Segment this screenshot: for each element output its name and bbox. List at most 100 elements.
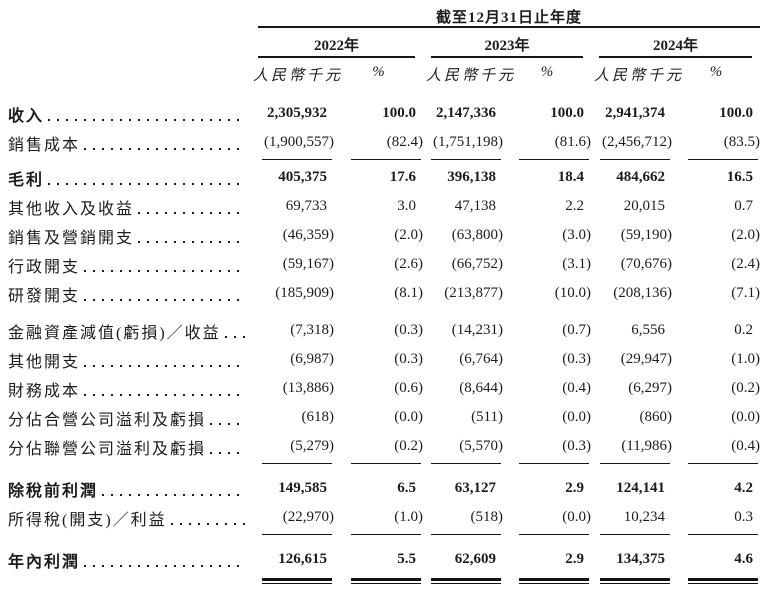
value-cell: (185,909) — [275, 285, 334, 301]
value-cell: 20,015 — [623, 198, 665, 214]
table-row: 金融資產減值(虧損)／收益 (7,318) (0.3) (14,231) (0.7) 6,… — [0, 316, 764, 345]
header-label-spacer — [0, 58, 250, 86]
value-cell: (0.6) — [394, 380, 423, 396]
rule-cell — [591, 157, 672, 163]
value-cell: (518) — [470, 509, 504, 525]
value-cell: 0.2 — [734, 322, 753, 338]
year-label: 2022年 — [313, 37, 359, 54]
row-label: 分佔合營公司溢利及虧損 — [0, 403, 250, 432]
rule-cell — [334, 157, 423, 163]
value-cell: (2,456,712) — [602, 134, 672, 150]
row-label: 收入 — [0, 99, 250, 128]
year-header-2023: 2023年 — [423, 30, 591, 58]
table-body: 收入 2,305,932 100.0 2,147,336 100.0 2,941,374 1… — [0, 99, 764, 586]
value-cell: (0.0) — [562, 409, 591, 425]
rule-cell — [423, 576, 503, 586]
value-cell: (0.2) — [731, 380, 760, 396]
header-label-spacer — [0, 6, 250, 30]
row-label-text: 財務成本 — [8, 382, 81, 400]
value-cell: 100.0 — [550, 105, 584, 121]
row-label-text: 分佔聯營公司溢利及虧損 — [8, 440, 207, 458]
single-underline — [262, 159, 332, 160]
header-label-spacer — [0, 30, 250, 58]
value-cell: (1.0) — [731, 351, 760, 367]
row-label-text: 銷售成本 — [8, 136, 81, 154]
single-underline — [688, 534, 758, 535]
value-cell: (1.0) — [394, 509, 423, 525]
table-row: 所得稅(開支)／利益 (22,970) (1.0) (518) (0.0) 10,234 0… — [0, 503, 764, 532]
value-cell: (46,359) — [282, 227, 334, 243]
value-cell: 134,375 — [616, 551, 665, 567]
row-gap — [0, 308, 764, 316]
double-underline — [262, 578, 332, 584]
row-label: 銷售及營銷開支 — [0, 221, 250, 250]
rule-cell — [250, 157, 334, 163]
row-label-text: 除稅前利潤 — [8, 482, 99, 500]
value-cell: (0.0) — [394, 409, 423, 425]
value-cell: (83.5) — [723, 134, 760, 150]
single-underline — [351, 534, 421, 535]
single-underline — [600, 159, 670, 160]
table-row: 除稅前利潤 149,585 6.5 63,127 2.9 124,141 4.2 — [0, 474, 764, 503]
value-cell: 100.0 — [382, 105, 416, 121]
value-cell: 405,375 — [278, 169, 327, 185]
table-row: 分佔聯營公司溢利及虧損 (5,279) (0.2) (5,570) (0.3) (11,9… — [0, 432, 764, 461]
subheader-amount: 人民幣千元 — [426, 68, 517, 84]
rule-cell — [672, 157, 760, 163]
subheader-amount: 人民幣千元 — [253, 68, 344, 84]
value-cell: (860) — [639, 409, 673, 425]
value-cell: 124,141 — [616, 480, 665, 496]
table-row: 財務成本 (13,886) (0.6) (8,644) (0.4) (6,297) (0.2… — [0, 374, 764, 403]
single-underline — [431, 463, 501, 464]
row-label-text: 行政開支 — [8, 258, 81, 276]
row-label: 其他收入及收益 — [0, 192, 250, 221]
value-cell: (81.6) — [554, 134, 591, 150]
value-cell: (82.4) — [386, 134, 423, 150]
value-cell: 396,138 — [447, 169, 496, 185]
period-title: 截至12月31日止年度 — [435, 10, 582, 26]
value-cell: (2.4) — [731, 256, 760, 272]
double-underline — [351, 578, 421, 584]
row-label: 金融資產減值(虧損)／收益 — [0, 316, 250, 345]
value-cell: (0.0) — [562, 509, 591, 525]
row-label: 除稅前利潤 — [0, 474, 250, 503]
double-underline — [600, 578, 670, 584]
rule-cell — [503, 532, 591, 545]
sum-rule-row — [0, 532, 764, 545]
value-cell: (0.2) — [394, 438, 423, 454]
subheader-percent: % — [540, 64, 554, 80]
row-label-text: 研發開支 — [8, 287, 81, 305]
rule-label-spacer — [0, 461, 250, 474]
rule-cell — [250, 461, 334, 474]
rule-cell — [672, 576, 760, 586]
row-label: 其他開支 — [0, 345, 250, 374]
row-label-text: 其他收入及收益 — [8, 200, 135, 218]
table-row: 收入 2,305,932 100.0 2,147,336 100.0 2,941,374 1… — [0, 99, 764, 128]
value-cell: (63,800) — [451, 227, 503, 243]
value-cell: (0.3) — [394, 322, 423, 338]
rule-cell — [423, 157, 503, 163]
value-cell: 18.4 — [557, 169, 584, 185]
rule-cell — [672, 532, 760, 545]
value-cell: (59,167) — [282, 256, 334, 272]
row-label: 研發開支 — [0, 279, 250, 308]
single-underline — [519, 463, 589, 464]
value-cell: 16.5 — [726, 169, 753, 185]
row-label: 毛利 — [0, 163, 250, 192]
value-cell: 0.7 — [734, 198, 753, 214]
value-cell: 5.5 — [397, 551, 416, 567]
year-header-2022: 2022年 — [250, 30, 423, 58]
rule-cell — [503, 576, 591, 586]
value-cell: 62,609 — [454, 551, 496, 567]
year-label: 2023年 — [484, 37, 530, 54]
single-underline — [351, 159, 421, 160]
row-label-text: 毛利 — [8, 171, 45, 189]
value-cell: (1,751,198) — [433, 134, 503, 150]
value-cell: (0.3) — [562, 351, 591, 367]
subheader-amount: 人民幣千元 — [594, 68, 685, 84]
double-underline — [519, 578, 589, 584]
rule-label-spacer — [0, 576, 250, 586]
value-cell: (0.4) — [731, 438, 760, 454]
row-label: 財務成本 — [0, 374, 250, 403]
